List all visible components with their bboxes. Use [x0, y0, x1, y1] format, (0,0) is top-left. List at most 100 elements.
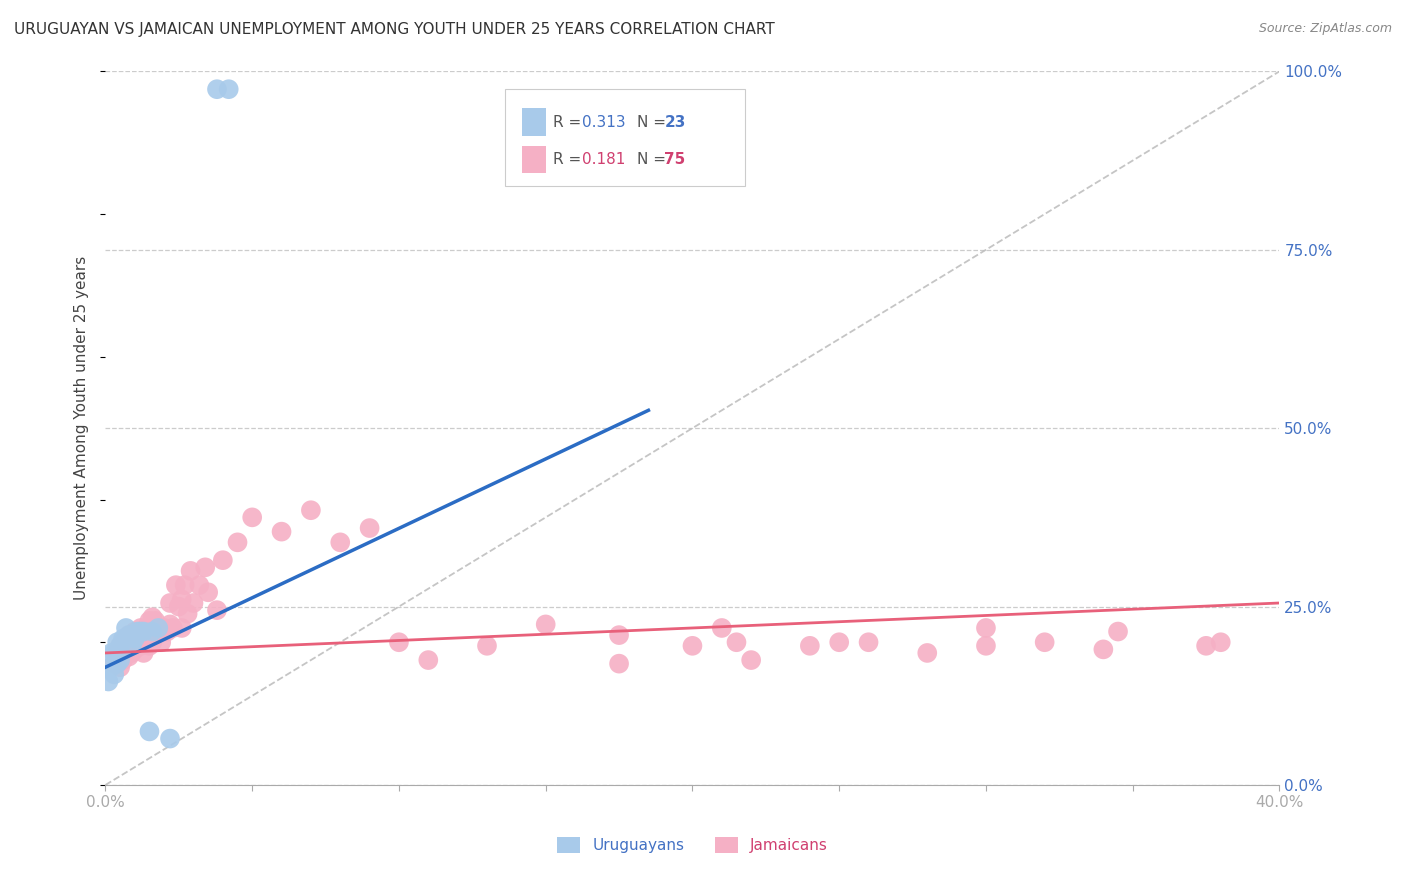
Point — [121, 646, 143, 660]
Point — [118, 628, 141, 642]
Point — [105, 646, 128, 660]
Point — [143, 628, 166, 642]
Point — [270, 524, 292, 539]
Point — [103, 667, 125, 681]
Point — [121, 632, 143, 646]
Text: N =: N = — [637, 152, 671, 167]
Point — [138, 724, 160, 739]
Point — [710, 621, 733, 635]
Text: URUGUAYAN VS JAMAICAN UNEMPLOYMENT AMONG YOUTH UNDER 25 YEARS CORRELATION CHART: URUGUAYAN VS JAMAICAN UNEMPLOYMENT AMONG… — [14, 22, 775, 37]
Point — [240, 510, 263, 524]
Point — [176, 607, 198, 621]
Point — [132, 624, 155, 639]
Point — [143, 614, 166, 628]
Point — [138, 614, 160, 628]
Point — [159, 617, 181, 632]
Point — [159, 596, 181, 610]
Point — [226, 535, 249, 549]
Point — [141, 610, 163, 624]
Point — [100, 660, 122, 674]
Point — [97, 674, 120, 689]
Point — [150, 635, 173, 649]
Point — [162, 621, 184, 635]
Point — [100, 646, 122, 660]
Text: 0.313: 0.313 — [582, 114, 626, 129]
Point — [103, 657, 125, 671]
Text: R =: R = — [553, 114, 586, 129]
Text: R =: R = — [553, 152, 586, 167]
Point — [115, 632, 138, 646]
Point — [108, 639, 131, 653]
Point — [105, 635, 128, 649]
Bar — [522, 145, 546, 173]
Point — [329, 535, 352, 549]
Point — [858, 635, 880, 649]
Point — [165, 578, 187, 592]
Point — [148, 621, 170, 635]
Point — [105, 657, 128, 671]
Bar — [522, 109, 546, 136]
Point — [103, 646, 125, 660]
Point — [112, 632, 135, 646]
Point — [359, 521, 381, 535]
Point — [124, 624, 146, 639]
Point — [129, 639, 152, 653]
Point — [156, 624, 179, 639]
Point — [475, 639, 498, 653]
Point — [115, 646, 138, 660]
Point — [138, 639, 160, 653]
Point — [974, 621, 997, 635]
Text: N =: N = — [637, 114, 671, 129]
Point — [197, 585, 219, 599]
Point — [148, 624, 170, 639]
Point — [1033, 635, 1056, 649]
Point — [828, 635, 851, 649]
Point — [112, 635, 135, 649]
Point — [127, 628, 149, 642]
Point — [127, 624, 149, 639]
Point — [205, 82, 228, 96]
Text: 0.181: 0.181 — [582, 152, 626, 167]
Point — [299, 503, 322, 517]
Point — [108, 653, 131, 667]
Point — [159, 731, 181, 746]
Point — [799, 639, 821, 653]
Point — [153, 621, 176, 635]
Text: 23: 23 — [664, 114, 686, 129]
Point — [121, 639, 143, 653]
Point — [124, 642, 146, 657]
Point — [682, 639, 704, 653]
Point — [188, 578, 211, 592]
Point — [607, 657, 630, 671]
Y-axis label: Unemployment Among Youth under 25 years: Unemployment Among Youth under 25 years — [75, 256, 90, 600]
Point — [418, 653, 440, 667]
Point — [129, 624, 152, 639]
Point — [141, 635, 163, 649]
Legend: Uruguayans, Jamaicans: Uruguayans, Jamaicans — [551, 831, 834, 859]
Text: 75: 75 — [664, 152, 686, 167]
Point — [211, 553, 233, 567]
Point — [167, 599, 190, 614]
Point — [129, 621, 152, 635]
Point — [1195, 639, 1218, 653]
Point — [132, 624, 155, 639]
Text: Source: ZipAtlas.com: Source: ZipAtlas.com — [1258, 22, 1392, 36]
Point — [127, 639, 149, 653]
Point — [183, 596, 205, 610]
Point — [135, 635, 157, 649]
Point — [170, 621, 193, 635]
Point — [170, 592, 193, 607]
Point — [141, 624, 163, 639]
Point — [534, 617, 557, 632]
Point — [115, 621, 138, 635]
Point — [388, 635, 411, 649]
Point — [740, 653, 762, 667]
Point — [124, 632, 146, 646]
Point — [917, 646, 939, 660]
Point — [205, 603, 228, 617]
Point — [112, 653, 135, 667]
FancyBboxPatch shape — [505, 89, 745, 186]
Point — [180, 564, 202, 578]
Point — [1092, 642, 1115, 657]
Point — [725, 635, 748, 649]
